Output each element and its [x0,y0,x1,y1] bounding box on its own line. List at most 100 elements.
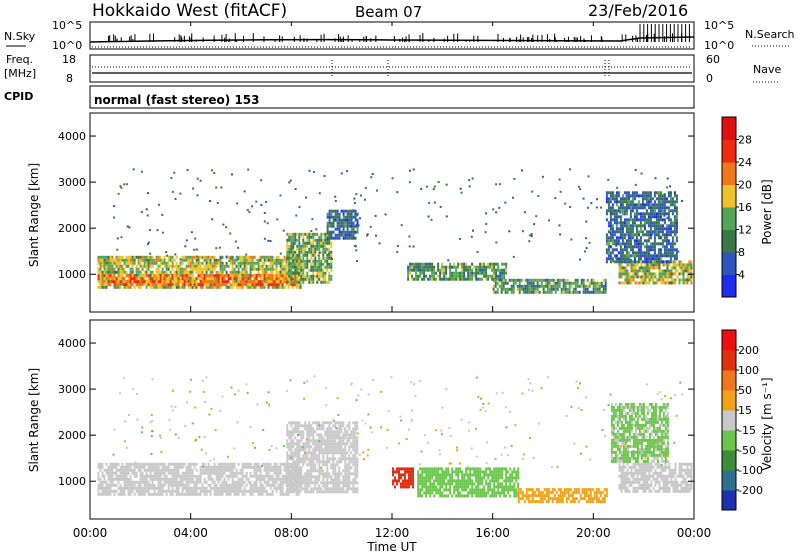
data-cell [328,230,331,234]
data-cell [302,481,305,485]
data-cell [300,247,303,251]
data-cell [548,290,551,294]
data-cell [439,205,442,208]
data-cell [531,190,534,193]
data-cell [639,203,642,207]
data-cell [129,474,132,478]
data-cell [101,285,104,289]
data-cell [324,238,327,242]
data-cell [666,177,669,180]
data-cell [310,232,313,236]
data-cell [269,492,272,496]
data-cell [320,448,323,452]
data-cell [247,285,250,289]
data-cell [630,269,633,273]
data-cell [631,224,634,228]
data-cell [324,433,327,437]
data-cell [566,278,569,282]
data-cell [189,283,192,287]
data-cell [157,258,160,262]
data-cell [534,284,537,288]
data-cell [332,436,335,440]
data-cell [243,492,246,496]
data-cell [332,457,335,461]
data-cell [620,275,623,279]
data-cell [542,290,545,294]
data-cell [285,264,288,268]
data-cell [145,258,148,262]
data-cell [201,462,204,466]
data-cell [161,483,164,487]
data-cell [111,261,114,265]
data-cell [304,253,307,257]
data-cell [298,424,301,428]
data-cell [657,191,660,195]
data-cell [115,258,118,262]
data-cell [316,259,319,263]
data-cell [672,272,675,276]
data-cell [225,465,228,469]
data-cell [330,262,333,266]
data-cell [497,265,500,269]
data-cell [350,221,353,225]
data-cell [300,475,303,479]
data-cell [641,233,644,237]
data-cell [308,280,311,284]
data-cell [257,274,260,278]
data-cell [125,480,128,484]
data-cell [251,255,254,259]
data-cell [189,468,192,472]
data-cell [221,255,224,259]
data-cell [261,277,264,281]
data-cell [671,254,674,258]
data-cell [651,254,654,258]
data-cell [647,257,650,261]
data-cell [223,274,226,278]
data-cell [580,281,583,285]
data-cell [612,260,615,263]
data-cell [241,270,244,274]
data-cell [300,433,303,437]
data-cell [177,462,180,466]
data-cell [237,489,240,493]
data-cell [594,284,597,288]
data-cell [288,436,291,440]
data-cell [185,274,188,278]
data-cell [659,254,662,258]
data-cell [318,241,321,245]
data-cell [413,268,416,272]
data-cell [237,277,240,281]
data-cell [609,236,612,240]
data-cell [546,287,549,291]
data-cell [306,277,309,281]
data-cell [197,492,200,496]
data-cell [123,489,126,493]
data-cell [239,283,242,287]
data-cell [607,178,610,181]
data-cell [281,285,284,289]
data-cell [251,285,254,289]
data-cell [97,471,100,475]
data-cell [356,227,359,231]
data-cell [634,183,637,186]
data-cell [332,221,335,225]
data-cell [155,261,158,265]
data-cell [205,280,208,284]
data-cell [316,262,319,266]
data-cell [195,283,198,287]
data-cell [251,280,254,284]
data-cell [633,218,636,222]
data-cell [650,266,653,270]
data-cell [205,486,208,490]
data-cell [296,439,299,443]
data-cell [623,224,626,228]
data-cell [310,250,313,254]
data-cell [310,487,313,491]
data-cell [127,492,130,496]
data-cell [510,287,513,291]
nsearch-label: N.Search [745,28,795,41]
data-cell [536,278,539,282]
data-cell [459,187,462,190]
data-cell [231,283,234,287]
data-cell [665,236,668,240]
